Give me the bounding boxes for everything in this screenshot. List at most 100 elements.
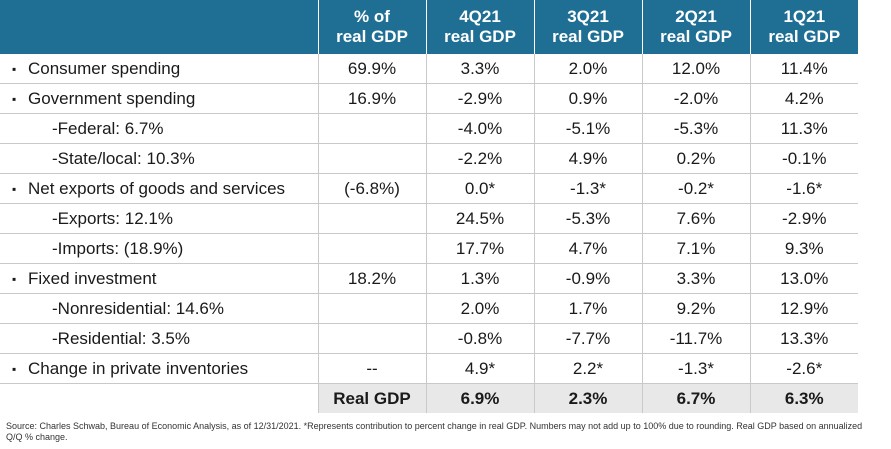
table-cell: 3.3% <box>426 54 535 84</box>
table-row: ▪ Government spending 16.9% -2.9% 0.9% -2.0% 4… <box>0 83 858 114</box>
table-row: ▪ Fixed investment 18.2% 1.3% -0.9% 3.3% 13.0% <box>0 263 858 294</box>
gdp-components-table: % of real GDP 4Q21 real GDP 3Q21 real GDP 2… <box>0 0 858 413</box>
row-label-text: Consumer spending <box>28 58 181 78</box>
table-cell: 3.3% <box>642 263 751 294</box>
table-cell: -5.1% <box>534 113 643 144</box>
row-label-text: Net exports of goods and services <box>28 178 286 198</box>
table-cell: 2.0% <box>534 54 643 84</box>
table-row: -State/local: 10.3% -2.2% 4.9% 0.2% -0.1% <box>0 143 858 174</box>
table-cell: 0.9% <box>534 83 643 114</box>
table-row: -Nonresidential: 14.6% 2.0% 1.7% 9.2% 12.9% <box>0 293 858 324</box>
table-cell: -1.3* <box>534 173 643 204</box>
table-cell: (-6.8%) <box>318 173 427 204</box>
table-cell: -1.6* <box>750 173 858 204</box>
row-label: ▪ Government spending <box>0 83 319 114</box>
row-label: -State/local: 10.3% <box>0 143 319 174</box>
table-cell: -0.2* <box>642 173 751 204</box>
table-cell <box>318 143 427 174</box>
row-label: ▪ Change in private inventories <box>0 353 319 384</box>
total-label: Real GDP <box>318 383 427 413</box>
table-row: ▪ Change in private inventories -- 4.9* 2.2*… <box>0 353 858 384</box>
table-row: ▪ Consumer spending 69.9% 3.3% 2.0% 12.0% 11.4… <box>0 54 858 84</box>
table-cell: -2.9% <box>426 83 535 114</box>
table-cell: 7.6% <box>642 203 751 234</box>
row-label-text: Change in private inventories <box>28 358 249 378</box>
table-cell: 0.0* <box>426 173 535 204</box>
column-header-5: 1Q21 real GDP <box>750 0 858 54</box>
total-cell: 6.3% <box>750 383 858 413</box>
row-label: -Residential: 3.5% <box>0 323 319 354</box>
table-cell <box>318 203 427 234</box>
table-row: -Imports: (18.9%) 17.7% 4.7% 7.1% 9.3% <box>0 233 858 264</box>
table-cell: -0.9% <box>534 263 643 294</box>
table-cell: 1.7% <box>534 293 643 324</box>
row-label: -Exports: 12.1% <box>0 203 319 234</box>
table-body: ▪ Consumer spending 69.9% 3.3% 2.0% 12.0% 11.4… <box>0 54 858 413</box>
table-cell: -1.3* <box>642 353 751 384</box>
total-cell: 2.3% <box>534 383 643 413</box>
row-label-text: -Nonresidential: 14.6% <box>52 298 224 318</box>
table-cell: -- <box>318 353 427 384</box>
row-label: -Nonresidential: 14.6% <box>0 293 319 324</box>
row-label-text: -Exports: 12.1% <box>52 208 173 228</box>
table-cell: -2.0% <box>642 83 751 114</box>
total-row-spacer <box>0 383 319 413</box>
table-cell: -2.6* <box>750 353 858 384</box>
row-label: -Imports: (18.9%) <box>0 233 319 264</box>
table-cell: 2.2* <box>534 353 643 384</box>
table-cell: 12.9% <box>750 293 858 324</box>
table-cell: -11.7% <box>642 323 751 354</box>
table-cell: 13.0% <box>750 263 858 294</box>
table-cell: 17.7% <box>426 233 535 264</box>
header-row: % of real GDP 4Q21 real GDP 3Q21 real GDP 2… <box>0 0 858 54</box>
bullet-icon: ▪ <box>12 181 17 196</box>
table-cell: 12.0% <box>642 54 751 84</box>
total-row: Real GDP 6.9% 2.3% 6.7% 6.3% <box>0 383 858 413</box>
table-cell: 11.4% <box>750 54 858 84</box>
row-label: ▪ Net exports of goods and services <box>0 173 319 204</box>
source-note: Source: Charles Schwab, Bureau of Econom… <box>6 421 863 442</box>
table-cell: 2.0% <box>426 293 535 324</box>
table-cell: -7.7% <box>534 323 643 354</box>
table-cell: 9.2% <box>642 293 751 324</box>
column-header-0 <box>0 0 319 54</box>
total-cell: 6.7% <box>642 383 751 413</box>
table-cell <box>318 113 427 144</box>
table-cell: 0.2% <box>642 143 751 174</box>
table-cell: -4.0% <box>426 113 535 144</box>
bullet-icon: ▪ <box>12 91 17 106</box>
table-row: -Exports: 12.1% 24.5% -5.3% 7.6% -2.9% <box>0 203 858 234</box>
table-cell: 13.3% <box>750 323 858 354</box>
table-cell: 18.2% <box>318 263 427 294</box>
row-label: ▪ Fixed investment <box>0 263 319 294</box>
table-cell: -0.1% <box>750 143 858 174</box>
table-cell: 69.9% <box>318 54 427 84</box>
table-cell <box>318 293 427 324</box>
row-label-text: -Federal: 6.7% <box>52 118 164 138</box>
row-label-text: -Residential: 3.5% <box>52 328 190 348</box>
table-cell: 4.2% <box>750 83 858 114</box>
row-label-text: Government spending <box>28 88 196 108</box>
bullet-icon: ▪ <box>12 271 17 286</box>
row-label-text: -State/local: 10.3% <box>52 148 195 168</box>
column-header-4: 2Q21 real GDP <box>642 0 751 54</box>
table-cell: -5.3% <box>534 203 643 234</box>
column-header-1: % of real GDP <box>318 0 427 54</box>
table-cell: 1.3% <box>426 263 535 294</box>
table-row: -Residential: 3.5% -0.8% -7.7% -11.7% 13.3% <box>0 323 858 354</box>
row-label-text: -Imports: (18.9%) <box>52 238 184 258</box>
row-label: -Federal: 6.7% <box>0 113 319 144</box>
table-cell: 11.3% <box>750 113 858 144</box>
table-cell: 16.9% <box>318 83 427 114</box>
table-cell: -2.9% <box>750 203 858 234</box>
bullet-icon: ▪ <box>12 361 17 376</box>
table-cell <box>318 323 427 354</box>
table-cell <box>318 233 427 264</box>
column-header-3: 3Q21 real GDP <box>534 0 643 54</box>
table-cell: 4.9% <box>534 143 643 174</box>
bullet-icon: ▪ <box>12 61 17 76</box>
table-cell: -2.2% <box>426 143 535 174</box>
table-cell: -5.3% <box>642 113 751 144</box>
table-cell: 4.9* <box>426 353 535 384</box>
